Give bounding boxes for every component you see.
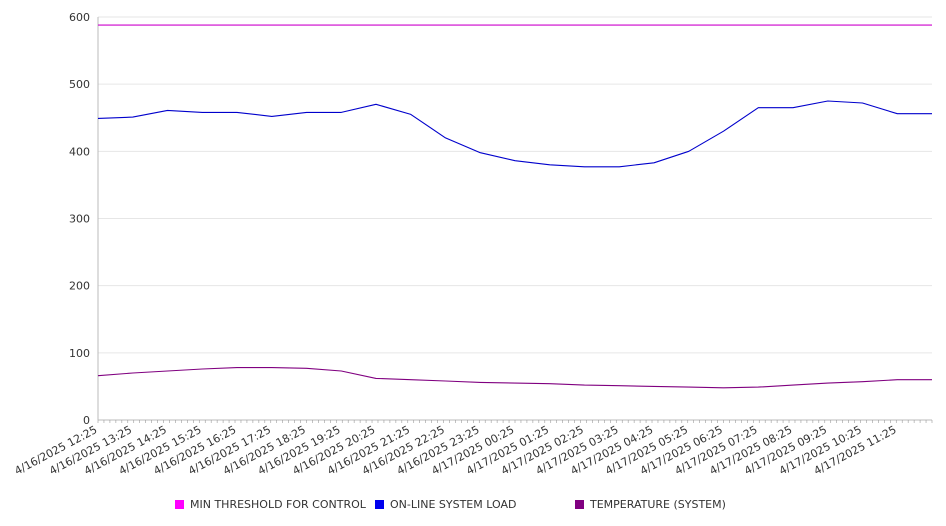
- legend-item-temperature[interactable]: TEMPERATURE (SYSTEM): [575, 498, 726, 511]
- grid-lines: [98, 16, 932, 354]
- axes: [97, 17, 933, 423]
- legend-label-temperature: TEMPERATURE (SYSTEM): [590, 498, 726, 511]
- y-tick-label: 200: [69, 280, 90, 293]
- legend-label-min-threshold: MIN THRESHOLD FOR CONTROL: [190, 498, 366, 511]
- series-line-1: [97, 100, 932, 168]
- legend-item-min-threshold[interactable]: MIN THRESHOLD FOR CONTROL: [175, 498, 366, 511]
- legend-item-system-load[interactable]: ON-LINE SYSTEM LOAD: [375, 498, 516, 511]
- y-axis-ticks: 0 100 200 300 400 500 600: [69, 11, 90, 427]
- legend-label-system-load: ON-LINE SYSTEM LOAD: [390, 498, 517, 511]
- x-axis-ticks: 4/16/2025 12:254/16/2025 13:254/16/2025 …: [12, 423, 898, 477]
- series-line-2: [97, 367, 932, 389]
- legend-swatch-system-load: [375, 500, 384, 509]
- y-tick-label: 400: [69, 145, 90, 158]
- legend-swatch-temperature: [575, 500, 584, 509]
- y-tick-label: 600: [69, 11, 90, 24]
- y-tick-label: 0: [83, 414, 90, 427]
- y-tick-label: 500: [69, 78, 90, 91]
- legend-swatch-min-threshold: [175, 500, 184, 509]
- y-tick-label: 100: [69, 347, 90, 360]
- series-lines: [97, 24, 932, 389]
- y-tick-label: 300: [69, 213, 90, 226]
- legend: MIN THRESHOLD FOR CONTROL ON-LINE SYSTEM…: [0, 498, 946, 514]
